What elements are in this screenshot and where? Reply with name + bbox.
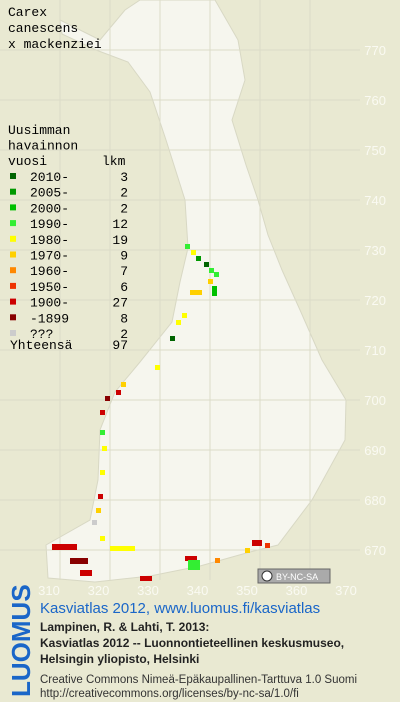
legend-label: 2005- [30,186,69,201]
legend-label: 1990- [30,217,69,232]
y-grid-label: 710 [364,343,386,358]
legend-total: 97 [112,338,128,353]
legend-heading: havainnon [8,139,78,154]
legend-swatch [10,220,16,227]
legend-count: 19 [112,233,128,248]
legend-swatch [10,267,16,274]
legend-swatch [10,173,16,179]
y-grid-label: 670 [364,543,386,558]
legend-count: 7 [120,264,128,279]
y-grid-label: 740 [364,193,386,208]
legend-count-heading: lkm [102,154,126,169]
legend-count: 3 [120,170,128,185]
legend-count: 9 [120,249,128,264]
y-grid-label: 750 [364,143,386,158]
legend-label: 1950- [30,280,69,295]
species-name: canescens [8,21,78,36]
y-grid-label: 730 [364,243,386,258]
legend-count: 12 [112,217,128,232]
logo: LUOMUS [6,584,36,697]
legend-swatch [10,188,16,195]
x-grid-label: 310 [38,583,60,598]
y-grid-label: 770 [364,43,386,58]
x-grid-label: 360 [286,583,308,598]
y-grid-label: 690 [364,443,386,458]
legend-swatch [10,235,16,242]
legend-heading: vuosi [8,154,47,169]
license: http://creativecommons.org/licenses/by-n… [40,688,299,700]
y-grid-label: 760 [364,93,386,108]
grid [0,0,360,580]
badge-text: BY-NC-SA [276,572,318,582]
cc-badge: BY-NC-SA [257,568,331,584]
legend-swatch [10,282,16,289]
legend-swatch [10,251,16,258]
legend-label: 1960- [30,264,69,279]
legend-label: 2010- [30,170,69,185]
legend-count: 27 [112,296,128,311]
x-grid-label: 350 [236,583,258,598]
legend-label: -1899 [30,311,69,326]
citation: Helsingin yliopisto, Helsinki [40,652,199,666]
legend-heading: Uusimman [8,123,70,138]
citation: Kasviatlas 2012 -- Luonnontieteellinen k… [40,636,344,650]
y-grid-label: 700 [364,393,386,408]
occurrence-dots [52,244,270,581]
legend-label: 1970- [30,249,69,264]
x-grid-label: 340 [187,583,209,598]
legend-swatch [10,204,16,211]
x-grid-label: 320 [88,583,110,598]
legend-label: 1980- [30,233,69,248]
legend-count: 2 [120,186,128,201]
y-grid-label: 680 [364,493,386,508]
legend-count: 6 [120,280,128,295]
species-name: x mackenziei [8,37,102,52]
legend-label: 2000- [30,201,69,216]
footer-link: Kasviatlas 2012, www.luomus.fi/kasviatla… [40,600,320,617]
legend-count: 2 [120,201,128,216]
legend-swatch [10,314,16,321]
species-name: Carex [8,5,47,20]
x-grid-label: 330 [137,583,159,598]
legend-total-label: Yhteensä [10,338,73,353]
legend-count: 8 [120,311,128,326]
legend-label: ??? [30,327,53,342]
y-grid-label: 720 [364,293,386,308]
x-grid-label: 370 [335,583,357,598]
citation: Lampinen, R. & Lahti, T. 2013: [40,620,209,634]
legend-swatch [10,330,16,336]
legend-count: 2 [120,327,128,342]
license: Creative Commons Nimeä-Epäkaupallinen-Ta… [40,674,357,686]
legend-swatch [10,298,16,305]
legend-label: 1900- [30,296,69,311]
